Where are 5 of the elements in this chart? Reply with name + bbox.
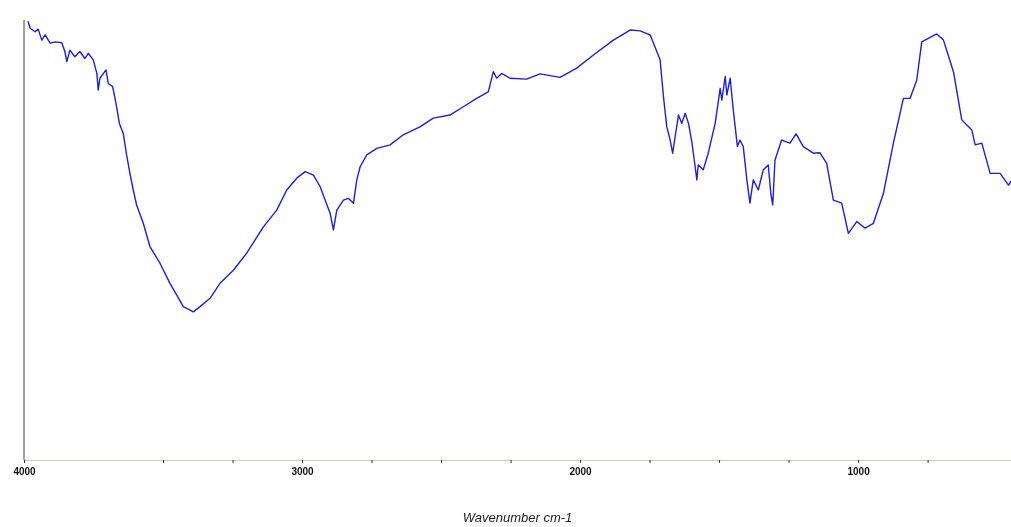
x-tick-label: 4000 (13, 466, 37, 477)
x-axis-title: Wavenumber cm-1 (462, 510, 573, 525)
x-tick-label: 2000 (569, 466, 593, 477)
x-tick-label: 1000 (847, 466, 871, 477)
x-tick-label: 3000 (291, 466, 315, 477)
